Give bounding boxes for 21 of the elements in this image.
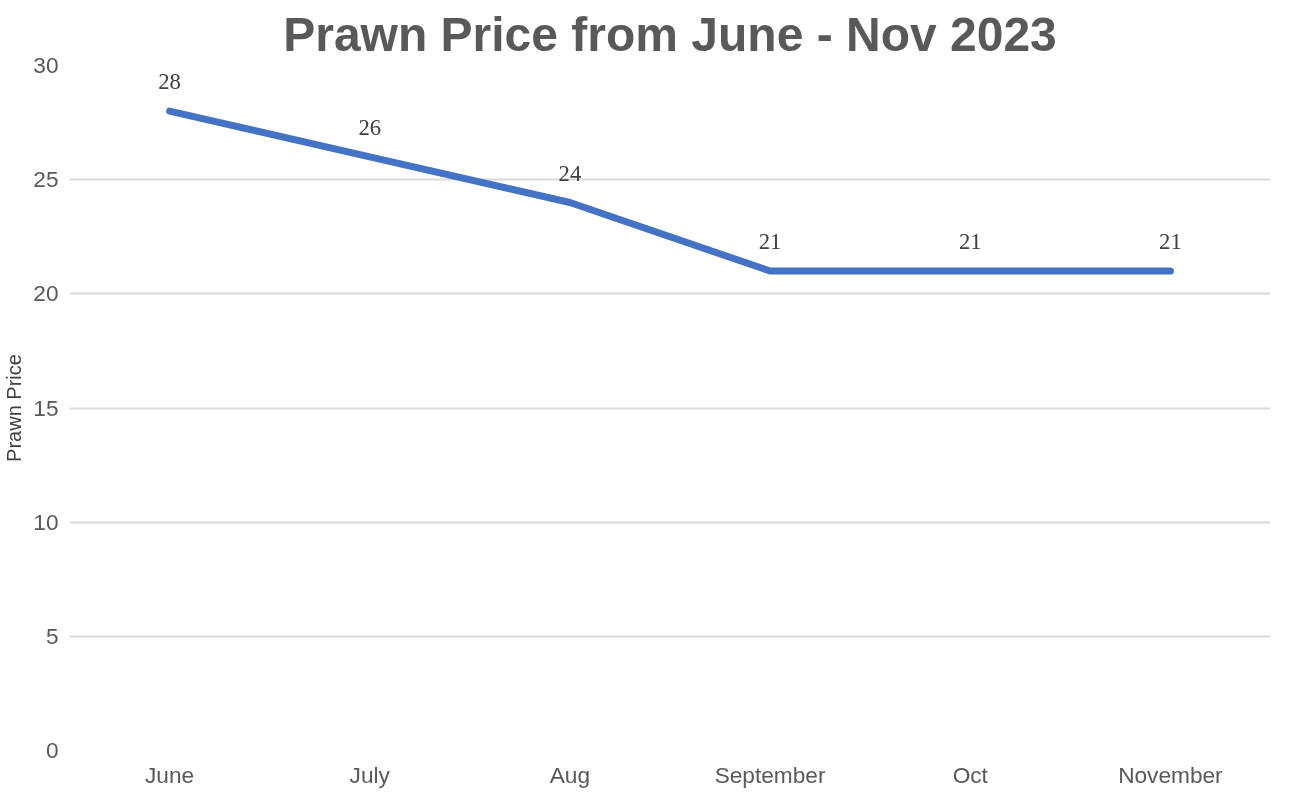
data-label: 24	[558, 160, 582, 186]
y-tick-label: 0	[45, 737, 59, 763]
data-label: 28	[158, 69, 181, 95]
y-tick-label: 20	[33, 280, 59, 307]
x-tick-label: July	[349, 761, 391, 788]
y-tick-label: 5	[45, 622, 59, 649]
x-tick-label: June	[145, 761, 195, 788]
data-label: 21	[758, 229, 782, 254]
y-tick-label: 25	[33, 166, 59, 193]
data-label: 26	[358, 114, 382, 140]
x-tick-label: November	[1118, 761, 1224, 788]
y-axis-title: Prawn Price	[3, 354, 26, 462]
y-tick-label: 30	[33, 52, 59, 78]
x-tick-label: Aug	[549, 761, 591, 788]
y-tick-label: 10	[33, 508, 59, 535]
data-label: 21	[958, 229, 982, 254]
x-tick-label: September	[714, 761, 826, 788]
data-label: 21	[1159, 229, 1182, 254]
y-tick-label: 15	[33, 394, 59, 421]
chart-title: Prawn Price from June - Nov 2023	[283, 7, 1057, 61]
x-tick-label: Oct	[952, 761, 989, 788]
